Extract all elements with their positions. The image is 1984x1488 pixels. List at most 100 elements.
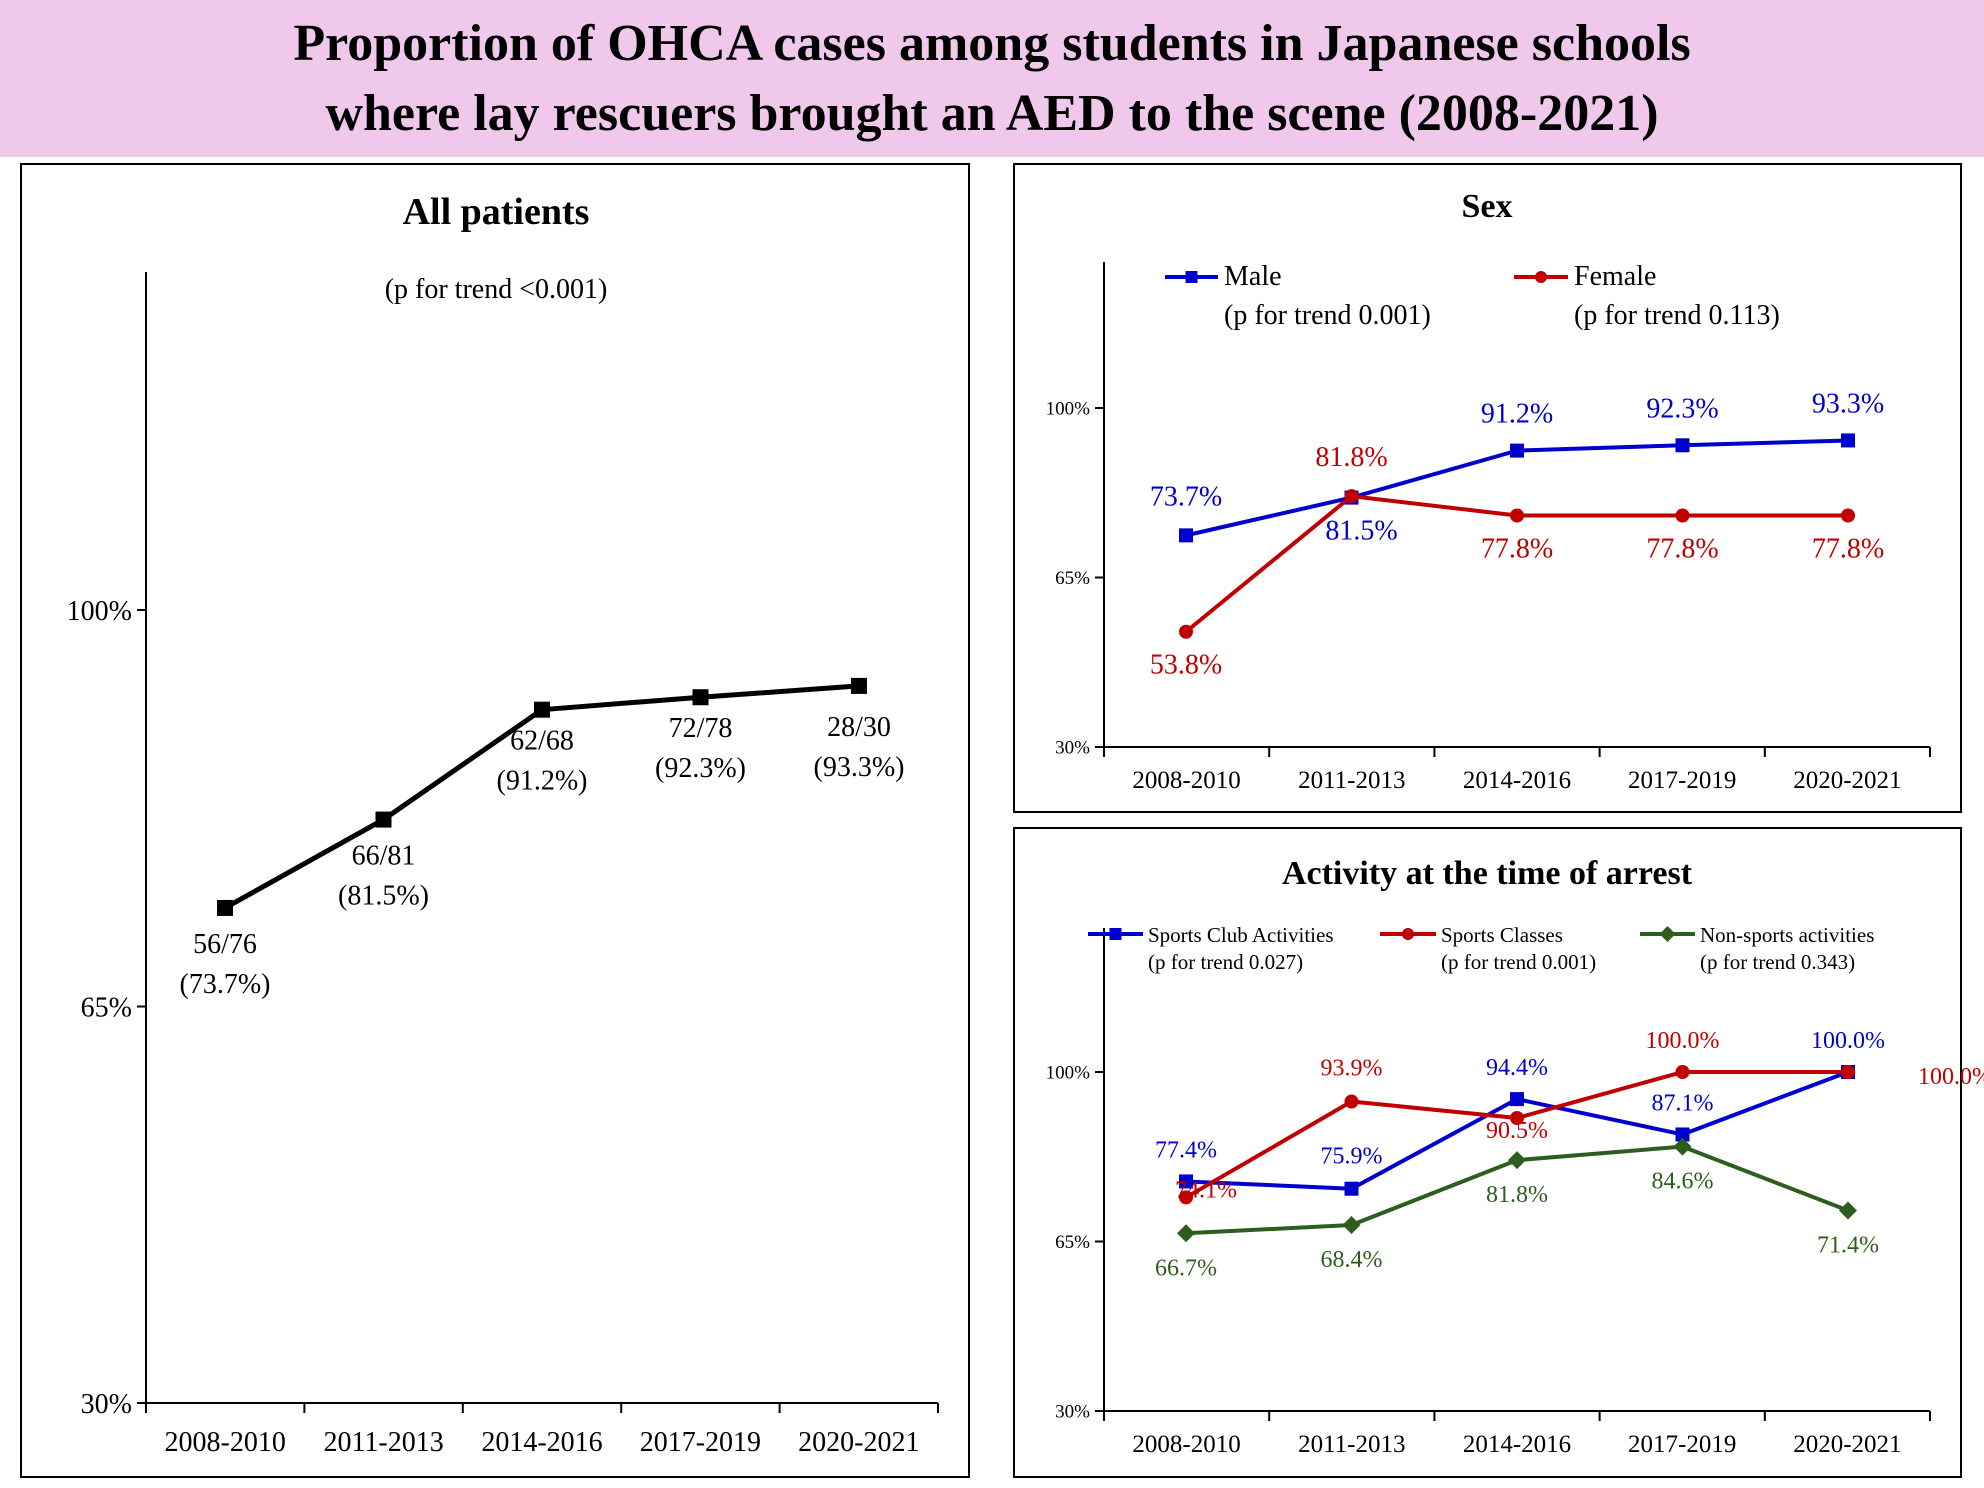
legend-trend-sex: (p for trend 0.113) [1574, 300, 1780, 331]
data-point-activity-0 [1344, 1181, 1359, 1196]
data-label-count-all: 56/76 [193, 929, 257, 960]
data-point-activity-0 [1510, 1092, 1524, 1107]
data-label-all: (81.5%) [338, 881, 429, 912]
chart-title-activity: Activity at the time of arrest [1282, 855, 1693, 892]
chart-title-sex: Sex [1462, 188, 1513, 225]
data-label-all: (73.7%) [180, 969, 271, 1000]
x-tick-label-all: 2008-2010 [165, 1427, 286, 1458]
x-tick-label-activity: 2014-2016 [1463, 1431, 1571, 1458]
data-label-count-all: 72/78 [669, 713, 733, 744]
data-label-activity-0: 75.9% [1321, 1144, 1383, 1170]
x-tick-label-all: 2017-2019 [640, 1427, 761, 1458]
legend-trend-activity: (p for trend 0.027) [1148, 950, 1303, 974]
data-point-sex-0 [1179, 528, 1193, 543]
data-label-activity-0: 77.4% [1155, 1137, 1217, 1163]
legend-marker-activity [1659, 926, 1676, 942]
y-tick-label-activity: 65% [1055, 1232, 1090, 1253]
main-title-line-2: where lay rescuers brought an AED to the… [325, 85, 1659, 142]
data-label-count-all: 66/81 [352, 841, 416, 872]
data-point-all-0 [851, 677, 867, 694]
data-label-count-all: 28/30 [827, 712, 891, 743]
data-point-activity-1 [1510, 1111, 1524, 1126]
data-point-sex-1 [1344, 489, 1359, 504]
data-point-all-0 [534, 701, 550, 718]
legend-trend-activity: (p for trend 0.001) [1441, 950, 1596, 974]
data-point-activity-2 [1839, 1201, 1857, 1220]
data-point-sex-1 [1510, 508, 1524, 523]
data-label-activity-0: 87.1% [1652, 1090, 1714, 1116]
x-tick-label-all: 2011-2013 [323, 1427, 443, 1458]
legend-marker-activity [1402, 928, 1414, 940]
data-label-sex-0: 81.5% [1325, 516, 1397, 547]
x-tick-label-activity: 2008-2010 [1132, 1431, 1240, 1458]
x-tick-label-activity: 2020-2021 [1793, 1431, 1901, 1458]
x-tick-label-sex: 2014-2016 [1463, 767, 1571, 794]
data-point-sex-0 [1675, 438, 1690, 453]
x-tick-label-sex: 2008-2010 [1132, 767, 1240, 794]
data-label-sex-1: 77.8% [1481, 534, 1553, 565]
data-point-all-0 [692, 689, 709, 706]
data-label-sex-1: 77.8% [1812, 534, 1884, 565]
x-tick-label-sex: 2017-2019 [1628, 767, 1736, 794]
legend-label-activity: Sports Club Activities [1148, 923, 1334, 947]
panel-activity [1013, 827, 1962, 1478]
series-line-all-0 [223, 683, 860, 911]
main-title-line-1: Proportion of OHCA cases among students … [293, 15, 1691, 72]
legend-marker-activity [1109, 928, 1122, 940]
data-point-all-0 [217, 899, 233, 916]
y-tick-label-sex: 65% [1055, 568, 1090, 589]
data-label-sex-1: 77.8% [1646, 534, 1718, 565]
data-label-activity-2: 66.7% [1155, 1255, 1217, 1281]
x-tick-label-activity: 2011-2013 [1298, 1431, 1405, 1458]
data-label-activity-2: 71.4% [1817, 1233, 1879, 1259]
data-label-sex-1: 81.8% [1315, 442, 1387, 473]
legend-marker-sex [1185, 271, 1198, 283]
data-label-activity-0: 94.4% [1486, 1055, 1548, 1081]
data-point-activity-1 [1841, 1065, 1855, 1079]
data-point-activity-1 [1179, 1190, 1193, 1205]
panel-sex [1013, 163, 1962, 813]
data-label-activity-2: 68.4% [1321, 1247, 1383, 1273]
legend-trend-sex: (p for trend 0.001) [1224, 300, 1431, 331]
data-label-count-all: 62/68 [510, 726, 574, 757]
y-tick-label-sex: 100% [1046, 399, 1091, 420]
data-label-all: (91.2%) [497, 766, 588, 797]
data-point-activity-2 [1342, 1216, 1361, 1235]
y-tick-label-activity: 100% [1046, 1063, 1091, 1084]
x-tick-label-sex: 2020-2021 [1793, 767, 1901, 794]
data-label-all: (92.3%) [655, 753, 746, 784]
legend-marker-sex [1535, 271, 1547, 283]
data-point-sex-1 [1675, 508, 1690, 523]
x-tick-label-activity: 2017-2019 [1628, 1431, 1736, 1458]
data-point-activity-2 [1177, 1224, 1195, 1243]
data-point-sex-0 [1510, 443, 1524, 458]
data-point-activity-0 [1179, 1174, 1193, 1189]
data-label-activity-1: 100.0% [1918, 1064, 1984, 1090]
y-tick-label-all: 65% [81, 992, 132, 1023]
data-label-activity-0: 100.0% [1811, 1028, 1885, 1054]
title-banner: Proportion of OHCA cases among students … [0, 0, 1984, 157]
legend-label-sex: Male [1224, 261, 1282, 292]
y-tick-label-all: 100% [67, 596, 132, 627]
data-point-activity-1 [1675, 1065, 1690, 1079]
data-label-activity-1: 100.0% [1646, 1028, 1720, 1054]
data-label-sex-0: 93.3% [1812, 388, 1884, 419]
panel-all-patients [20, 163, 970, 1478]
legend-label-sex: Female [1574, 261, 1656, 292]
y-tick-label-activity: 30% [1055, 1402, 1090, 1423]
x-tick-label-all: 2014-2016 [481, 1427, 602, 1458]
x-tick-label-sex: 2011-2013 [1298, 767, 1405, 794]
data-label-sex-0: 91.2% [1481, 399, 1553, 430]
data-point-sex-1 [1841, 508, 1855, 523]
y-tick-label-all: 30% [81, 1389, 132, 1420]
data-label-sex-0: 73.7% [1150, 481, 1222, 512]
data-label-sex-1: 53.8% [1150, 650, 1222, 681]
chart-title-all: All patients [403, 191, 590, 233]
x-tick-label-all: 2020-2021 [798, 1427, 919, 1458]
legend-label-activity: Sports Classes [1441, 923, 1563, 947]
data-point-activity-1 [1344, 1094, 1359, 1109]
data-point-activity-2 [1508, 1151, 1526, 1170]
data-label-activity-2: 81.8% [1486, 1182, 1548, 1208]
data-label-activity-2: 84.6% [1652, 1169, 1714, 1195]
data-point-activity-0 [1675, 1127, 1690, 1142]
